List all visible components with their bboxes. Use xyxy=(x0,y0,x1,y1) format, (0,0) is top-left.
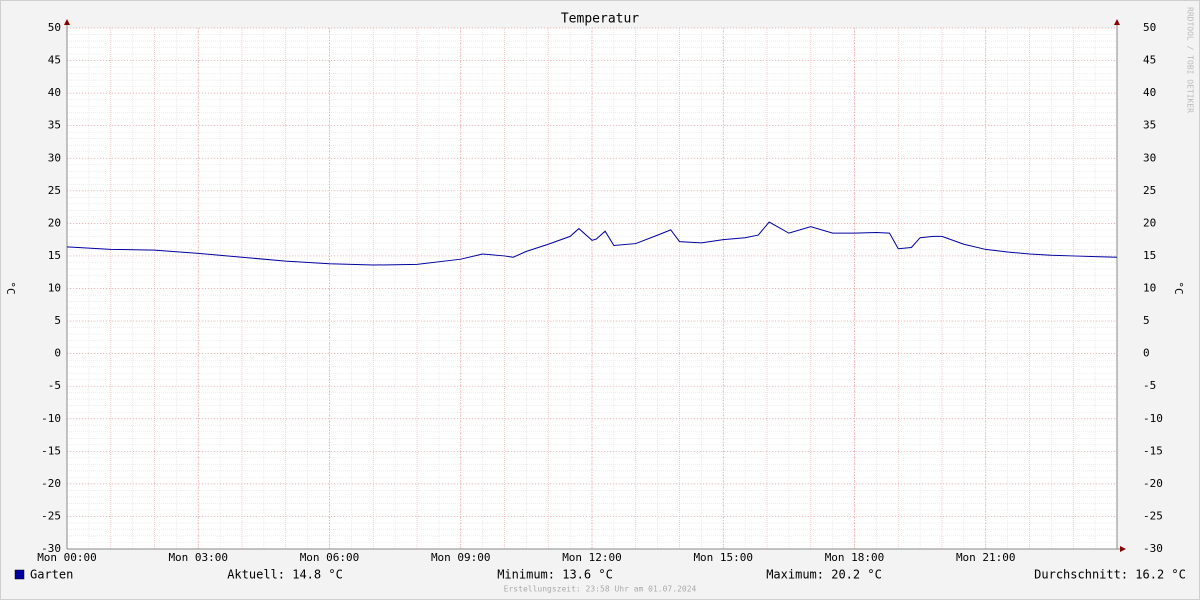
y-tick-label: 5 xyxy=(54,314,61,327)
y-tick-label: -15 xyxy=(41,444,61,457)
x-tick-label: Mon 15:00 xyxy=(693,551,753,564)
y2-tick-label: 15 xyxy=(1143,249,1156,262)
stat-label: Maximum: 20.2 °C xyxy=(766,568,882,582)
y2-tick-label: 40 xyxy=(1143,86,1156,99)
y2-tick-label: 25 xyxy=(1143,184,1156,197)
legend-swatch xyxy=(14,569,25,580)
y-tick-label: 45 xyxy=(48,54,61,67)
axis-arrow xyxy=(1114,19,1120,25)
y-tick-label: 40 xyxy=(48,86,61,99)
y2-tick-label: 35 xyxy=(1143,119,1156,132)
stat-label: Minimum: 13.6 °C xyxy=(497,568,613,582)
axis-arrow xyxy=(64,19,70,25)
stat-label: Durchschnitt: 16.2 °C xyxy=(1034,568,1186,582)
y-tick-label: 25 xyxy=(48,184,61,197)
y2-tick-label: 5 xyxy=(1143,314,1150,327)
data-line xyxy=(66,221,1118,266)
y-tick-label: 20 xyxy=(48,216,61,229)
y-tick-label: -5 xyxy=(48,379,61,392)
y-tick-label: 35 xyxy=(48,119,61,132)
y2-tick-label: -15 xyxy=(1143,444,1163,457)
axis-arrow xyxy=(1120,546,1126,552)
x-tick-label: Mon 12:00 xyxy=(562,551,622,564)
y-tick-label: -30 xyxy=(41,542,61,555)
y2-axis-label: °C xyxy=(1172,281,1185,294)
y2-tick-label: -30 xyxy=(1143,542,1163,555)
y2-tick-label: -20 xyxy=(1143,477,1163,490)
x-tick-label: Mon 03:00 xyxy=(168,551,228,564)
y-tick-label: 10 xyxy=(48,282,61,295)
y-tick-label: 0 xyxy=(54,347,61,360)
y2-tick-label: -25 xyxy=(1143,509,1163,522)
x-tick-label: Mon 09:00 xyxy=(431,551,491,564)
y-tick-label: 30 xyxy=(48,151,61,164)
y2-tick-label: 50 xyxy=(1143,21,1156,34)
y-tick-label: -20 xyxy=(41,477,61,490)
y2-tick-label: 0 xyxy=(1143,347,1150,360)
stat-label: Aktuell: 14.8 °C xyxy=(227,568,343,582)
watermark: RRDTOOL / TOBI OETIKER xyxy=(1186,7,1195,113)
y2-tick-label: 10 xyxy=(1143,282,1156,295)
y-tick-label: -25 xyxy=(41,509,61,522)
legend-label: Garten xyxy=(30,568,73,582)
y-tick-label: -10 xyxy=(41,412,61,425)
x-tick-label: Mon 06:00 xyxy=(300,551,360,564)
y-tick-label: 50 xyxy=(48,21,61,34)
y2-tick-label: 30 xyxy=(1143,151,1156,164)
chart-title: Temperatur xyxy=(561,12,639,27)
x-tick-label: Mon 21:00 xyxy=(956,551,1016,564)
footer: Erstellungszeit: 23:58 Uhr am 01.07.2024 xyxy=(504,585,697,594)
y2-tick-label: 45 xyxy=(1143,54,1156,67)
y2-tick-label: -5 xyxy=(1143,379,1156,392)
y-tick-label: 15 xyxy=(48,249,61,262)
y2-tick-label: 20 xyxy=(1143,216,1156,229)
x-tick-label: Mon 18:00 xyxy=(825,551,885,564)
y2-tick-label: -10 xyxy=(1143,412,1163,425)
y-axis-label: °C xyxy=(4,281,17,294)
x-tick-label: Mon 00:00 xyxy=(37,551,97,564)
